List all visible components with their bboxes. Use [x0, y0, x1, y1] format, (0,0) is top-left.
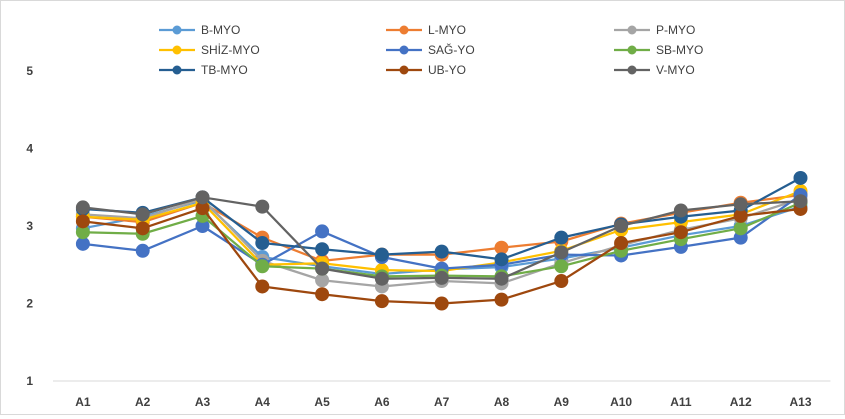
legend-item: UB-YO — [386, 63, 466, 77]
data-point — [135, 207, 150, 222]
legend-marker — [399, 25, 409, 35]
legend-label: B-MYO — [201, 23, 240, 37]
legend-marker — [172, 45, 182, 55]
legend-marker — [399, 45, 409, 55]
x-tick-label: A2 — [135, 395, 151, 409]
data-point — [374, 247, 389, 262]
legend-item: V-MYO — [614, 63, 695, 77]
legend-marker — [399, 65, 409, 75]
x-tick-label: A4 — [255, 395, 271, 409]
legend-item: SAĞ-YO — [386, 42, 475, 57]
x-tick-label: A12 — [730, 395, 752, 409]
data-point — [255, 199, 270, 214]
legend-marker — [627, 65, 637, 75]
series-layer — [75, 170, 808, 311]
y-tick-label: 1 — [26, 374, 33, 388]
data-point — [255, 236, 270, 251]
data-point — [554, 274, 569, 289]
legend-marker — [172, 65, 182, 75]
legend-item: P-MYO — [614, 23, 695, 37]
data-point — [673, 203, 688, 218]
data-point — [494, 252, 509, 267]
x-tick-label: A8 — [494, 395, 510, 409]
x-tick-label: A10 — [610, 395, 632, 409]
data-point — [793, 170, 808, 185]
legend-marker — [627, 25, 637, 35]
legend-item: TB-MYO — [159, 63, 248, 77]
data-point — [255, 279, 270, 294]
legend-marker — [627, 45, 637, 55]
data-point — [195, 190, 210, 205]
legend-label: TB-MYO — [201, 63, 248, 77]
data-point — [315, 261, 330, 276]
legend-item: L-MYO — [386, 23, 466, 37]
x-tick-label: A11 — [670, 395, 692, 409]
legend-marker — [172, 25, 182, 35]
legend-item: SB-MYO — [614, 43, 703, 57]
legend-label: UB-YO — [428, 63, 466, 77]
legend-item: SHİZ-MYO — [159, 43, 260, 57]
data-point — [733, 221, 748, 236]
data-point — [793, 194, 808, 209]
tick-labels: 1 2 3 4 5 A1 A2 A3 A4 A5 A6 A7 A8 A9 A10 A11 A12 A13 — [26, 64, 812, 409]
data-point — [135, 221, 150, 236]
data-point — [315, 287, 330, 302]
data-point — [135, 243, 150, 258]
data-point — [315, 273, 330, 288]
legend-label: L-MYO — [428, 23, 466, 37]
x-tick-label: A3 — [195, 395, 211, 409]
x-tick-label: A5 — [314, 395, 330, 409]
y-tick-label: 4 — [26, 142, 33, 156]
data-point — [374, 294, 389, 309]
data-point — [75, 225, 90, 240]
x-tick-label: A9 — [554, 395, 570, 409]
data-point — [315, 242, 330, 257]
x-tick-label: A7 — [434, 395, 450, 409]
legend: B-MYO L-MYO P-MYO SHİZ-MYO SAĞ-YO SB-MYO TB-MY… — [159, 23, 703, 77]
data-point — [494, 271, 509, 286]
data-point — [494, 240, 509, 255]
data-point — [75, 214, 90, 229]
legend-label: V-MYO — [656, 63, 695, 77]
data-point — [614, 236, 629, 251]
series-tb-myo — [75, 170, 808, 267]
data-point — [195, 219, 210, 233]
legend-label: SB-MYO — [656, 43, 703, 57]
y-tick-label: 5 — [26, 64, 33, 78]
series-ub-yo — [75, 201, 808, 311]
legend-label: SAĞ-YO — [428, 42, 475, 57]
data-point — [554, 245, 569, 260]
legend-label: SHİZ-MYO — [201, 43, 260, 57]
data-point — [434, 296, 449, 311]
data-point — [554, 259, 569, 274]
data-point — [255, 259, 270, 274]
data-point — [195, 201, 210, 216]
data-point — [75, 200, 90, 215]
data-point — [434, 270, 449, 285]
data-point — [733, 208, 748, 223]
data-point — [374, 271, 389, 286]
data-point — [434, 244, 449, 259]
data-point — [494, 292, 509, 307]
legend-label: P-MYO — [656, 23, 695, 37]
x-tick-label: A1 — [75, 395, 91, 409]
data-point — [554, 230, 569, 245]
y-tick-label: 2 — [26, 297, 33, 311]
data-point — [75, 236, 90, 251]
legend-item: B-MYO — [159, 23, 240, 37]
data-point — [733, 197, 748, 212]
data-point — [315, 224, 330, 239]
series-v-myo — [75, 190, 808, 286]
x-tick-label: A6 — [374, 395, 390, 409]
data-point — [673, 225, 688, 240]
data-point — [614, 219, 629, 233]
x-tick-label: A13 — [789, 395, 811, 409]
y-tick-label: 3 — [26, 219, 33, 233]
